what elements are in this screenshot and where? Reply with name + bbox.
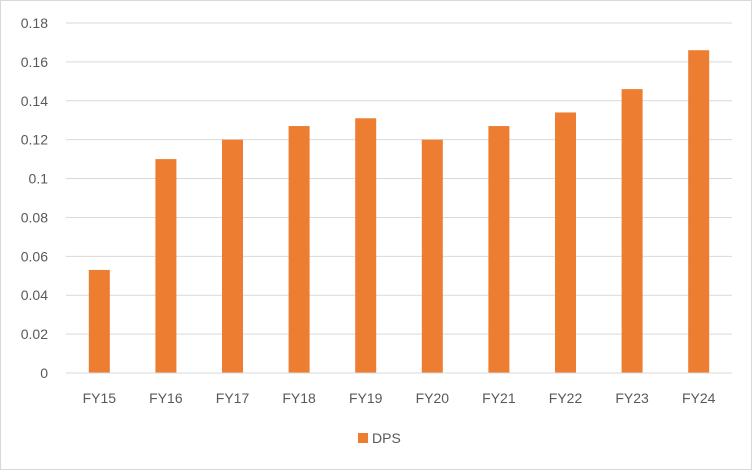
legend-label-dps: DPS xyxy=(372,430,401,446)
y-tick-label: 0.02 xyxy=(21,326,48,342)
y-tick-label: 0.18 xyxy=(21,15,48,31)
y-tick-label: 0.04 xyxy=(21,287,48,303)
legend-swatch-dps xyxy=(358,433,368,443)
x-axis-category-labels: FY15 FY16 FY17 FY18 FY19 FY20 FY21 FY22 FY23 FY24 xyxy=(83,390,716,406)
x-tick-label: FY20 xyxy=(416,390,450,406)
bar-fy23 xyxy=(621,89,643,373)
bar-fy22 xyxy=(555,112,576,373)
y-tick-label: 0.08 xyxy=(21,209,48,225)
x-tick-label: FY21 xyxy=(482,390,516,406)
gridlines xyxy=(66,22,732,335)
bar-fy24 xyxy=(688,50,710,373)
x-tick-label: FY24 xyxy=(682,390,716,406)
y-tick-label: 0.12 xyxy=(21,132,48,148)
bar-fy15 xyxy=(88,269,110,373)
bar-fy19 xyxy=(355,118,377,374)
y-tick-label: 0.14 xyxy=(21,93,48,109)
y-tick-label: 0.06 xyxy=(21,248,48,264)
bar-fy20 xyxy=(421,139,443,373)
y-tick-label: 0 xyxy=(40,365,48,381)
x-tick-label: FY23 xyxy=(615,390,649,406)
bar-fy17 xyxy=(222,139,243,373)
x-tick-label: FY19 xyxy=(349,390,383,406)
y-axis-tick-labels: 0 0.02 0.04 0.06 0.08 0.1 0.12 0.14 0.16 0.18 xyxy=(21,15,48,381)
bar-fy18 xyxy=(288,126,310,373)
bars xyxy=(88,50,710,374)
bar-fy21 xyxy=(488,126,510,373)
x-tick-label: FY22 xyxy=(549,390,583,406)
x-tick-label: FY15 xyxy=(83,390,117,406)
y-tick-label: 0.16 xyxy=(21,54,48,70)
x-tick-label: FY17 xyxy=(216,390,250,406)
x-tick-label: FY18 xyxy=(282,390,316,406)
bar-fy16 xyxy=(155,159,177,373)
x-tick-label: FY16 xyxy=(149,390,183,406)
legend: DPS xyxy=(358,430,401,446)
y-tick-label: 0.1 xyxy=(29,171,49,187)
